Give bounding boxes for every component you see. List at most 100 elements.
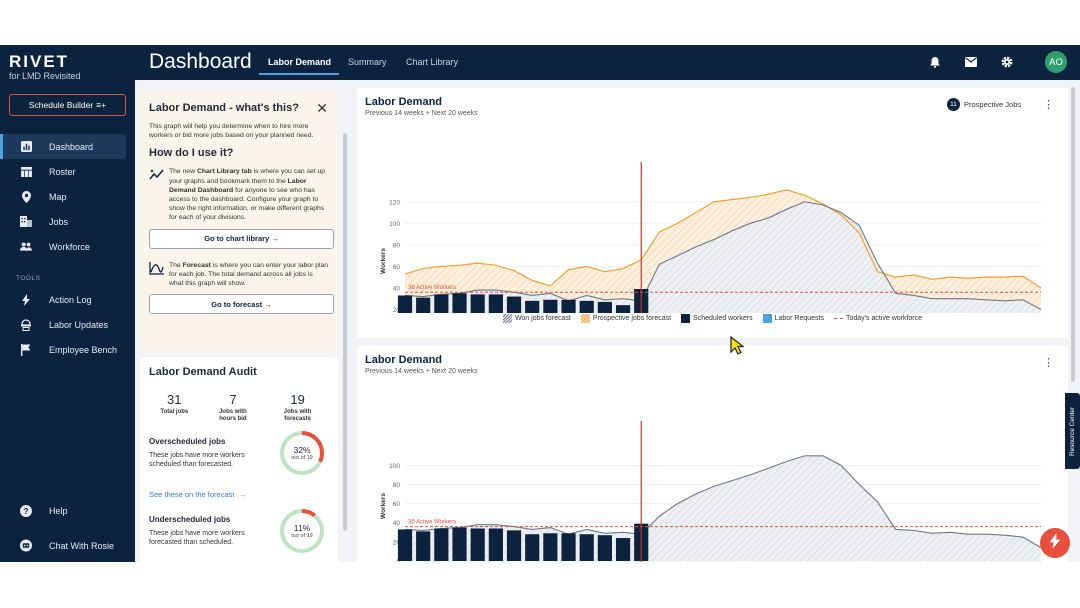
scheduled-workers-bar [615,305,631,313]
y-axis-label: Workers [380,493,387,519]
scheduled-workers-bar [597,301,612,313]
chart-title: Labor Demand [365,354,443,366]
underscheduled-block: Underscheduled jobs These jobs have more… [149,509,329,562]
scheduled-workers-bar [416,531,431,561]
sidebar-item-action-log[interactable]: Action Log [0,287,135,312]
sidebar-item-dashboard[interactable]: Dashboard [0,134,126,159]
resource-center-tab[interactable]: Resource Center [1065,393,1080,469]
stat-jobs-forecasts: 19 Jobs with forecasts [283,392,312,422]
labor-demand-card-2: Labor Demand Previous 14 weeks + Next 20… [357,346,1068,562]
arrow-right-icon: → [262,299,272,309]
sidebar-item-help[interactable]: ? Help [0,498,135,523]
y-tick-label: 20 [393,307,401,313]
close-icon[interactable]: ✕ [316,100,328,116]
sidebar-item-label: Jobs [49,216,69,227]
tools-nav: Action Log Labor Updates Employee Bench [0,287,135,362]
sidebar-item-label: Labor Updates [49,319,109,330]
scheduled-workers-bar [488,294,503,313]
scheduled-workers-bar [452,293,467,313]
audit-stats: 31 Total jobs 7 Jobs with hours bid 19 Jobs… [149,392,329,423]
legend-scheduled-workers: Scheduled workers [681,314,753,323]
schedule-builder-button[interactable]: Schedule Builder ≡+ [9,94,126,116]
chart-library-info: The new Chart Library tab is where you c… [149,167,329,222]
main-scrollbar[interactable] [1071,87,1075,382]
map-pin-icon [20,190,32,203]
left-panel-scrollbar[interactable] [343,133,347,531]
overscheduled-text: These jobs have more workers scheduled t… [149,452,245,468]
sidebar-item-label: Dashboard [49,141,94,152]
scheduled-workers-bar [525,300,540,313]
sidebar-item-map[interactable]: Map [0,184,135,209]
bolt-fab-button[interactable] [1040,528,1070,558]
underscheduled-gauge [280,509,324,553]
labor-demand-chart-2: 020406080100WorkersSep 23Oct 23Nov 23Dec… [380,421,1042,562]
y-tick-label: 120 [389,199,400,206]
active-workforce-label: 36 Active Workers [408,520,456,526]
mail-icon[interactable] [964,55,978,69]
prospective-count: 11 [947,98,960,111]
chart-title: Labor Demand [365,96,443,108]
active-workforce-label: 36 Active Workers [408,285,456,291]
sidebar-item-label: Map [49,191,67,202]
tab-summary[interactable]: Summary [348,57,387,67]
brand-logo: RIVET [9,52,70,71]
scheduled-workers-bar [488,528,503,561]
bolt-icon [20,293,32,306]
sidebar-item-workforce[interactable]: Workforce [0,234,135,259]
line-chart-icon [149,261,169,289]
top-header: Dashboard Labor Demand Summary Chart Lib… [135,45,1080,80]
overscheduled-gauge [280,431,324,475]
more-vert-icon[interactable]: ⋮ [1043,99,1054,111]
labor-demand-card-1: Labor Demand Previous 14 weeks + Next 20… [357,88,1068,338]
audit-card: Labor Demand Audit 31 Total jobs 7 Jobs wi… [140,357,338,562]
sidebar-item-roster[interactable]: Roster [0,159,135,184]
y-tick-label: 80 [393,482,401,489]
scheduled-workers-bar [561,533,576,561]
tools-section-label: TOOLS [16,275,41,282]
y-tick-label: 40 [393,285,401,292]
bolt-icon [1049,533,1061,553]
scheduled-workers-bar [452,527,467,561]
flag-icon [20,343,32,356]
sidebar-item-employee-bench[interactable]: Employee Bench [0,337,135,362]
bell-icon[interactable] [928,55,942,69]
forecast-text: The Forecast is where you can enter your… [169,261,329,288]
underscheduled-title: Underscheduled jobs [149,515,231,524]
underscheduled-sub: out of 19 [291,533,313,539]
tab-labor-demand[interactable]: Labor Demand [268,57,332,67]
sidebar-item-jobs[interactable]: Jobs [0,209,135,234]
mouse-cursor [730,336,744,355]
chart-subtitle: Previous 14 weeks + Next 20 weeks [365,368,478,375]
scheduled-workers-bar [434,528,449,561]
chart-library-text: The new Chart Library tab is where you c… [169,168,326,222]
y-tick-label: 100 [389,221,400,228]
y-tick-label: 80 [393,242,401,249]
sidebar-item-chat-rosie[interactable]: Chat With Rosie [0,533,135,558]
info-card: Labor Demand - what's this? ✕ This graph… [140,90,338,352]
sidebar-item-label: Chat With Rosie [49,540,115,551]
legend-active-workforce: Today's active workforce [834,314,922,323]
table-icon [20,166,32,178]
scheduled-workers-bar [561,299,576,313]
overscheduled-gauge-arc [280,431,324,475]
audit-title: Labor Demand Audit [149,366,257,378]
sidebar: RIVET for LMD Revisited Schedule Builder… [0,45,135,562]
more-vert-icon[interactable]: ⋮ [1043,357,1054,369]
gear-icon[interactable] [1000,55,1014,69]
tab-chart-library[interactable]: Chart Library [406,57,459,67]
sidebar-item-labor-updates[interactable]: Labor Updates [0,312,135,337]
overscheduled-block: Overscheduled jobs These jobs have more … [149,431,329,487]
sidebar-item-label: Employee Bench [49,344,118,355]
active-tab-indicator [259,73,339,75]
user-avatar[interactable]: AO [1045,51,1067,73]
go-to-chart-library-button[interactable]: Go to chart library → [149,228,334,249]
prospective-label: Prospective Jobs [964,100,1022,109]
see-forecast-link[interactable]: See these on the forecast → [149,490,247,499]
building-icon [20,216,32,228]
go-to-forecast-button[interactable]: Go to forecast → [149,294,334,315]
prospective-jobs-pill[interactable]: 11 Prospective Jobs [947,98,1021,111]
scheduled-workers-bar [397,295,413,313]
bar-chart-icon [20,141,32,153]
app-frame: RIVET for LMD Revisited Schedule Builder… [0,45,1080,562]
scheduled-workers-bar [543,533,558,561]
